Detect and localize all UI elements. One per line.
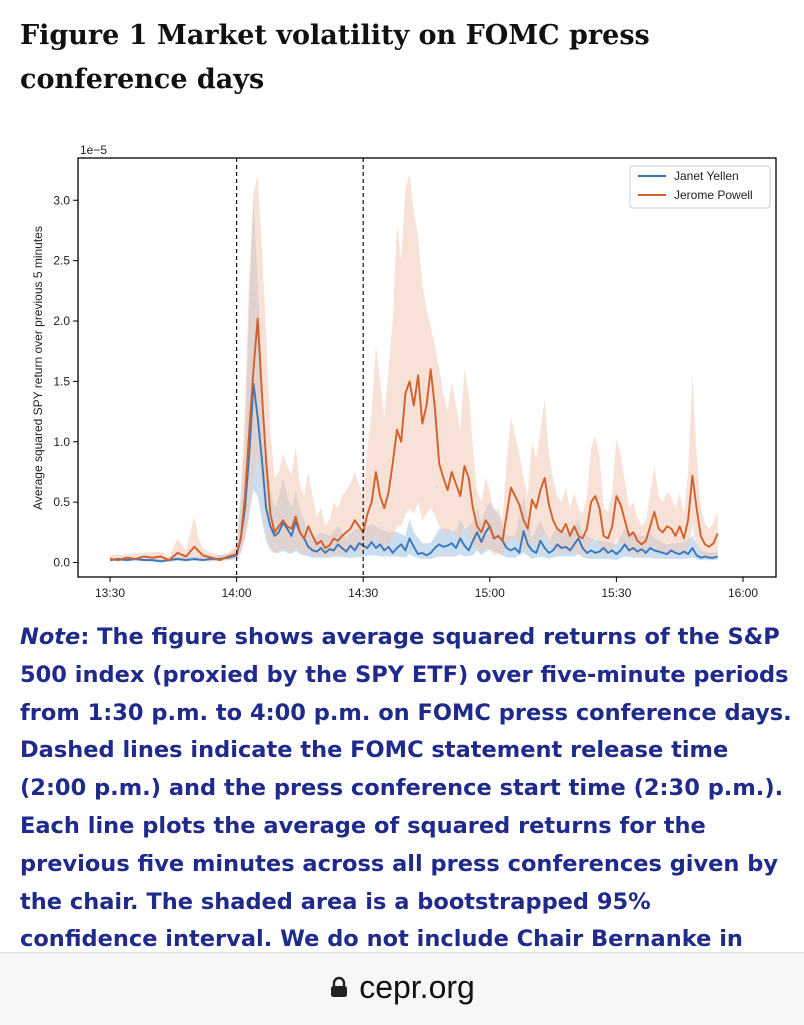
- series-lines: [109, 317, 719, 563]
- figure-label: Figure 1: [20, 20, 148, 51]
- y-tick-label: 0.0: [53, 556, 70, 570]
- x-axis: 13:30 14:00 14:30 15:00 15:30 16:00: [95, 577, 758, 600]
- y-axis-label: Average squared SPY return over previous…: [31, 226, 45, 510]
- volatility-chart: 13:30 14:00 14:30 15:00 15:30 16:00 0.0 0.5 1.0…: [31, 143, 777, 600]
- x-tick-label: 14:00: [222, 586, 252, 600]
- note-label: Note: [20, 624, 81, 650]
- y-tick-label: 2.5: [53, 254, 70, 268]
- legend: Janet Yellen Jerome Powell: [629, 165, 771, 209]
- x-tick-label: 13:30: [95, 586, 125, 600]
- note-text: : The figure shows average squared retur…: [20, 624, 792, 990]
- confidence-band-2: [110, 173, 718, 563]
- legend-label-2: Jerome Powell: [674, 188, 753, 202]
- y-axis-multiplier: 1e−5: [80, 143, 107, 157]
- legend-label-1: Janet Yellen: [674, 169, 739, 183]
- y-tick-label: 3.0: [53, 193, 70, 207]
- y-axis: 0.0 0.5 1.0 1.5 2.0 2.5 3.0: [53, 193, 78, 570]
- chart-container: 13:30 14:00 14:30 15:00 15:30 16:00 0.0 0.5 1.0…: [0, 140, 804, 610]
- confidence-bands: [110, 173, 718, 563]
- y-tick-label: 0.5: [53, 495, 70, 509]
- plot-frame: [77, 157, 777, 578]
- y-tick-label: 1.0: [53, 435, 70, 449]
- series-line-2: [109, 317, 719, 562]
- y-tick-label: 2.0: [53, 314, 70, 328]
- x-tick-label: 16:00: [728, 586, 758, 600]
- figure-title-text: Market volatility on FOMC press conferen…: [20, 20, 650, 95]
- url-text: cepr.org: [359, 968, 475, 1005]
- figure-note: Note: The figure shows average squared r…: [20, 619, 795, 997]
- x-tick-label: 15:00: [475, 586, 505, 600]
- url-display[interactable]: cepr.org: [329, 969, 475, 1006]
- series-line-1: [109, 382, 718, 563]
- x-tick-label: 15:30: [601, 586, 631, 600]
- y-tick-label: 1.5: [53, 374, 70, 388]
- browser-address-bar[interactable]: cepr.org: [0, 952, 804, 1025]
- x-tick-label: 14:30: [348, 586, 378, 600]
- figure-title: Figure 1 Market volatility on FOMC press…: [20, 14, 790, 102]
- lock-icon: [331, 976, 348, 997]
